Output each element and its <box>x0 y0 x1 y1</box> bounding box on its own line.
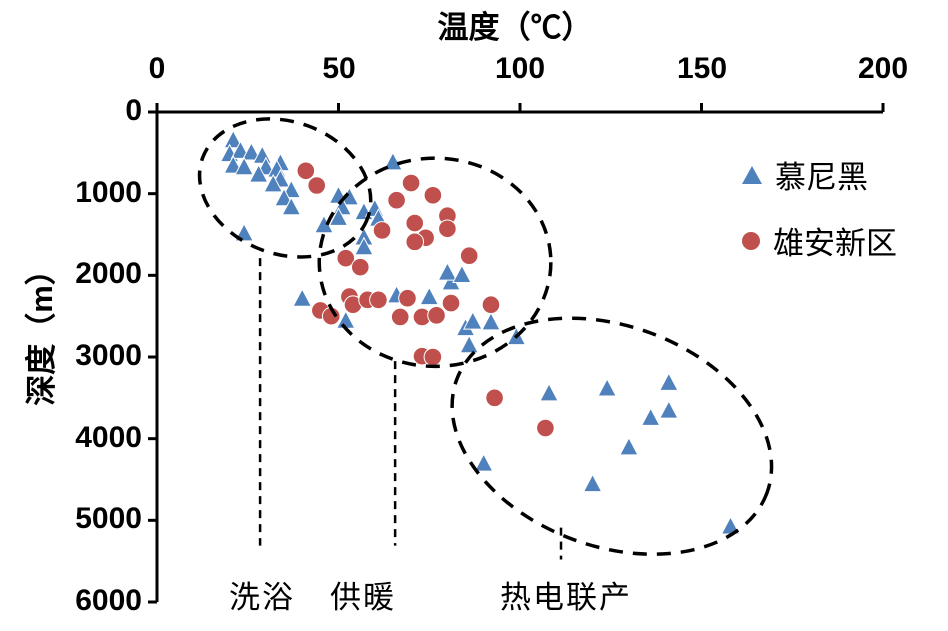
data-point-xiongan <box>536 418 555 438</box>
cluster-label-bathing: 洗浴 <box>229 580 295 615</box>
data-point-munich <box>263 173 283 193</box>
circle-marker-icon <box>742 231 760 250</box>
data-point-munich <box>383 151 403 171</box>
cluster-label-heating: 供暖 <box>330 580 396 615</box>
data-point-munich <box>241 141 262 161</box>
cluster-ellipse-heating <box>317 156 553 369</box>
data-point-munich <box>274 187 294 207</box>
data-point-munich <box>619 436 639 456</box>
data-point-munich <box>658 400 679 419</box>
data-point-munich <box>473 453 494 472</box>
data-point-xiongan <box>336 248 356 268</box>
data-point-munich <box>281 196 302 216</box>
legend-label-xiongan: 雄安新区 <box>773 226 897 261</box>
data-point-xiongan <box>481 295 501 315</box>
data-point-munich <box>419 286 440 306</box>
data-point-xiongan <box>423 347 443 367</box>
x-axis-title: 温度（℃） <box>437 10 593 45</box>
data-point-munich <box>640 407 661 426</box>
data-point-munich <box>658 372 679 391</box>
x-tick-label-0: 0 <box>148 52 166 85</box>
legend-label-munich: 慕尼黑 <box>775 160 868 195</box>
y-tick-label-6000: 6000 <box>75 584 142 617</box>
data-point-xiongan <box>398 288 417 308</box>
data-point-munich <box>597 377 617 397</box>
y-tick-label-0: 0 <box>125 94 142 127</box>
legend-entry-munich: 慕尼黑 <box>742 152 897 197</box>
data-point-xiongan <box>369 290 388 310</box>
y-tick-label-4000: 4000 <box>75 421 142 454</box>
data-point-munich <box>452 264 472 284</box>
cluster-ellipse-chp <box>450 316 774 556</box>
data-point-xiongan <box>387 190 406 210</box>
data-point-munich <box>462 310 483 330</box>
cluster-ellipse-bathing <box>197 117 373 259</box>
data-point-xiongan <box>423 186 443 205</box>
data-point-xiongan <box>307 176 327 195</box>
data-point-munich <box>234 156 254 176</box>
data-point-xiongan <box>405 213 425 233</box>
data-point-munich <box>248 163 269 183</box>
y-axis-title: 深度（m） <box>24 254 59 406</box>
y-tick-label-1000: 1000 <box>75 176 142 209</box>
data-point-munich <box>459 334 480 354</box>
data-point-munich <box>223 129 244 149</box>
data-point-xiongan <box>372 221 392 240</box>
x-tick-label-100: 100 <box>494 52 546 85</box>
data-point-munich <box>292 288 313 307</box>
data-point-xiongan <box>427 306 446 325</box>
legend: 慕尼黑 雄安新区 <box>742 152 897 284</box>
data-point-munich <box>234 222 254 242</box>
y-tick-label-2000: 2000 <box>75 257 142 290</box>
data-point-xiongan <box>485 388 504 408</box>
cluster-label-chp: 热电联产 <box>500 580 632 615</box>
data-point-xiongan <box>405 232 425 252</box>
data-point-xiongan <box>390 307 410 327</box>
data-point-xiongan <box>459 246 479 266</box>
legend-entry-xiongan: 雄安新区 <box>742 218 897 263</box>
data-point-munich <box>582 473 603 493</box>
triangle-marker-icon <box>742 165 762 184</box>
y-tick-label-5000: 5000 <box>75 502 142 535</box>
data-point-xiongan <box>296 161 316 181</box>
x-tick-label-150: 150 <box>676 52 728 85</box>
y-tick-label-3000: 3000 <box>75 339 142 372</box>
data-point-xiongan <box>401 173 421 193</box>
data-point-munich <box>328 207 349 226</box>
data-point-munich <box>481 311 501 331</box>
data-point-munich <box>539 382 559 402</box>
data-point-xiongan <box>441 293 461 313</box>
data-point-munich <box>354 236 374 256</box>
plot-dynamic-layer <box>148 103 885 604</box>
data-point-xiongan <box>438 219 457 239</box>
data-point-xiongan <box>350 257 370 277</box>
x-tick-label-200: 200 <box>857 52 909 85</box>
x-tick-label-50: 50 <box>322 52 356 85</box>
data-point-munich <box>437 261 458 281</box>
